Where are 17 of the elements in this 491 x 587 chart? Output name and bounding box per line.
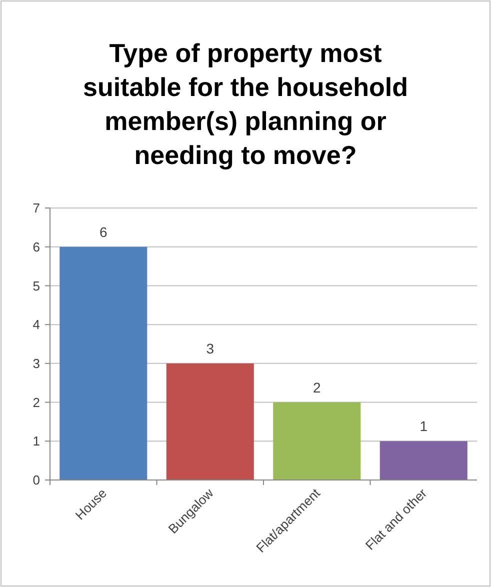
chart-title: Type of property most suitable for the household member(s) planning or needing to move? xyxy=(82,38,408,170)
y-tick-label: 0 xyxy=(32,472,40,488)
y-tick-label: 2 xyxy=(32,394,40,410)
bar xyxy=(166,363,254,480)
bar xyxy=(273,402,361,480)
data-label: 3 xyxy=(206,340,214,356)
data-label: 2 xyxy=(312,379,321,396)
bar xyxy=(60,246,148,480)
y-tick-label: 3 xyxy=(32,356,40,371)
y-tick-label: 1 xyxy=(32,434,40,449)
y-tick-label: 5 xyxy=(32,278,40,294)
data-label: 6 xyxy=(99,224,108,240)
y-tick-label: 7 xyxy=(32,200,40,216)
bar xyxy=(380,441,468,480)
y-tick-label: 4 xyxy=(32,317,40,332)
data-label: 1 xyxy=(420,418,428,434)
y-tick-label: 6 xyxy=(32,239,40,254)
